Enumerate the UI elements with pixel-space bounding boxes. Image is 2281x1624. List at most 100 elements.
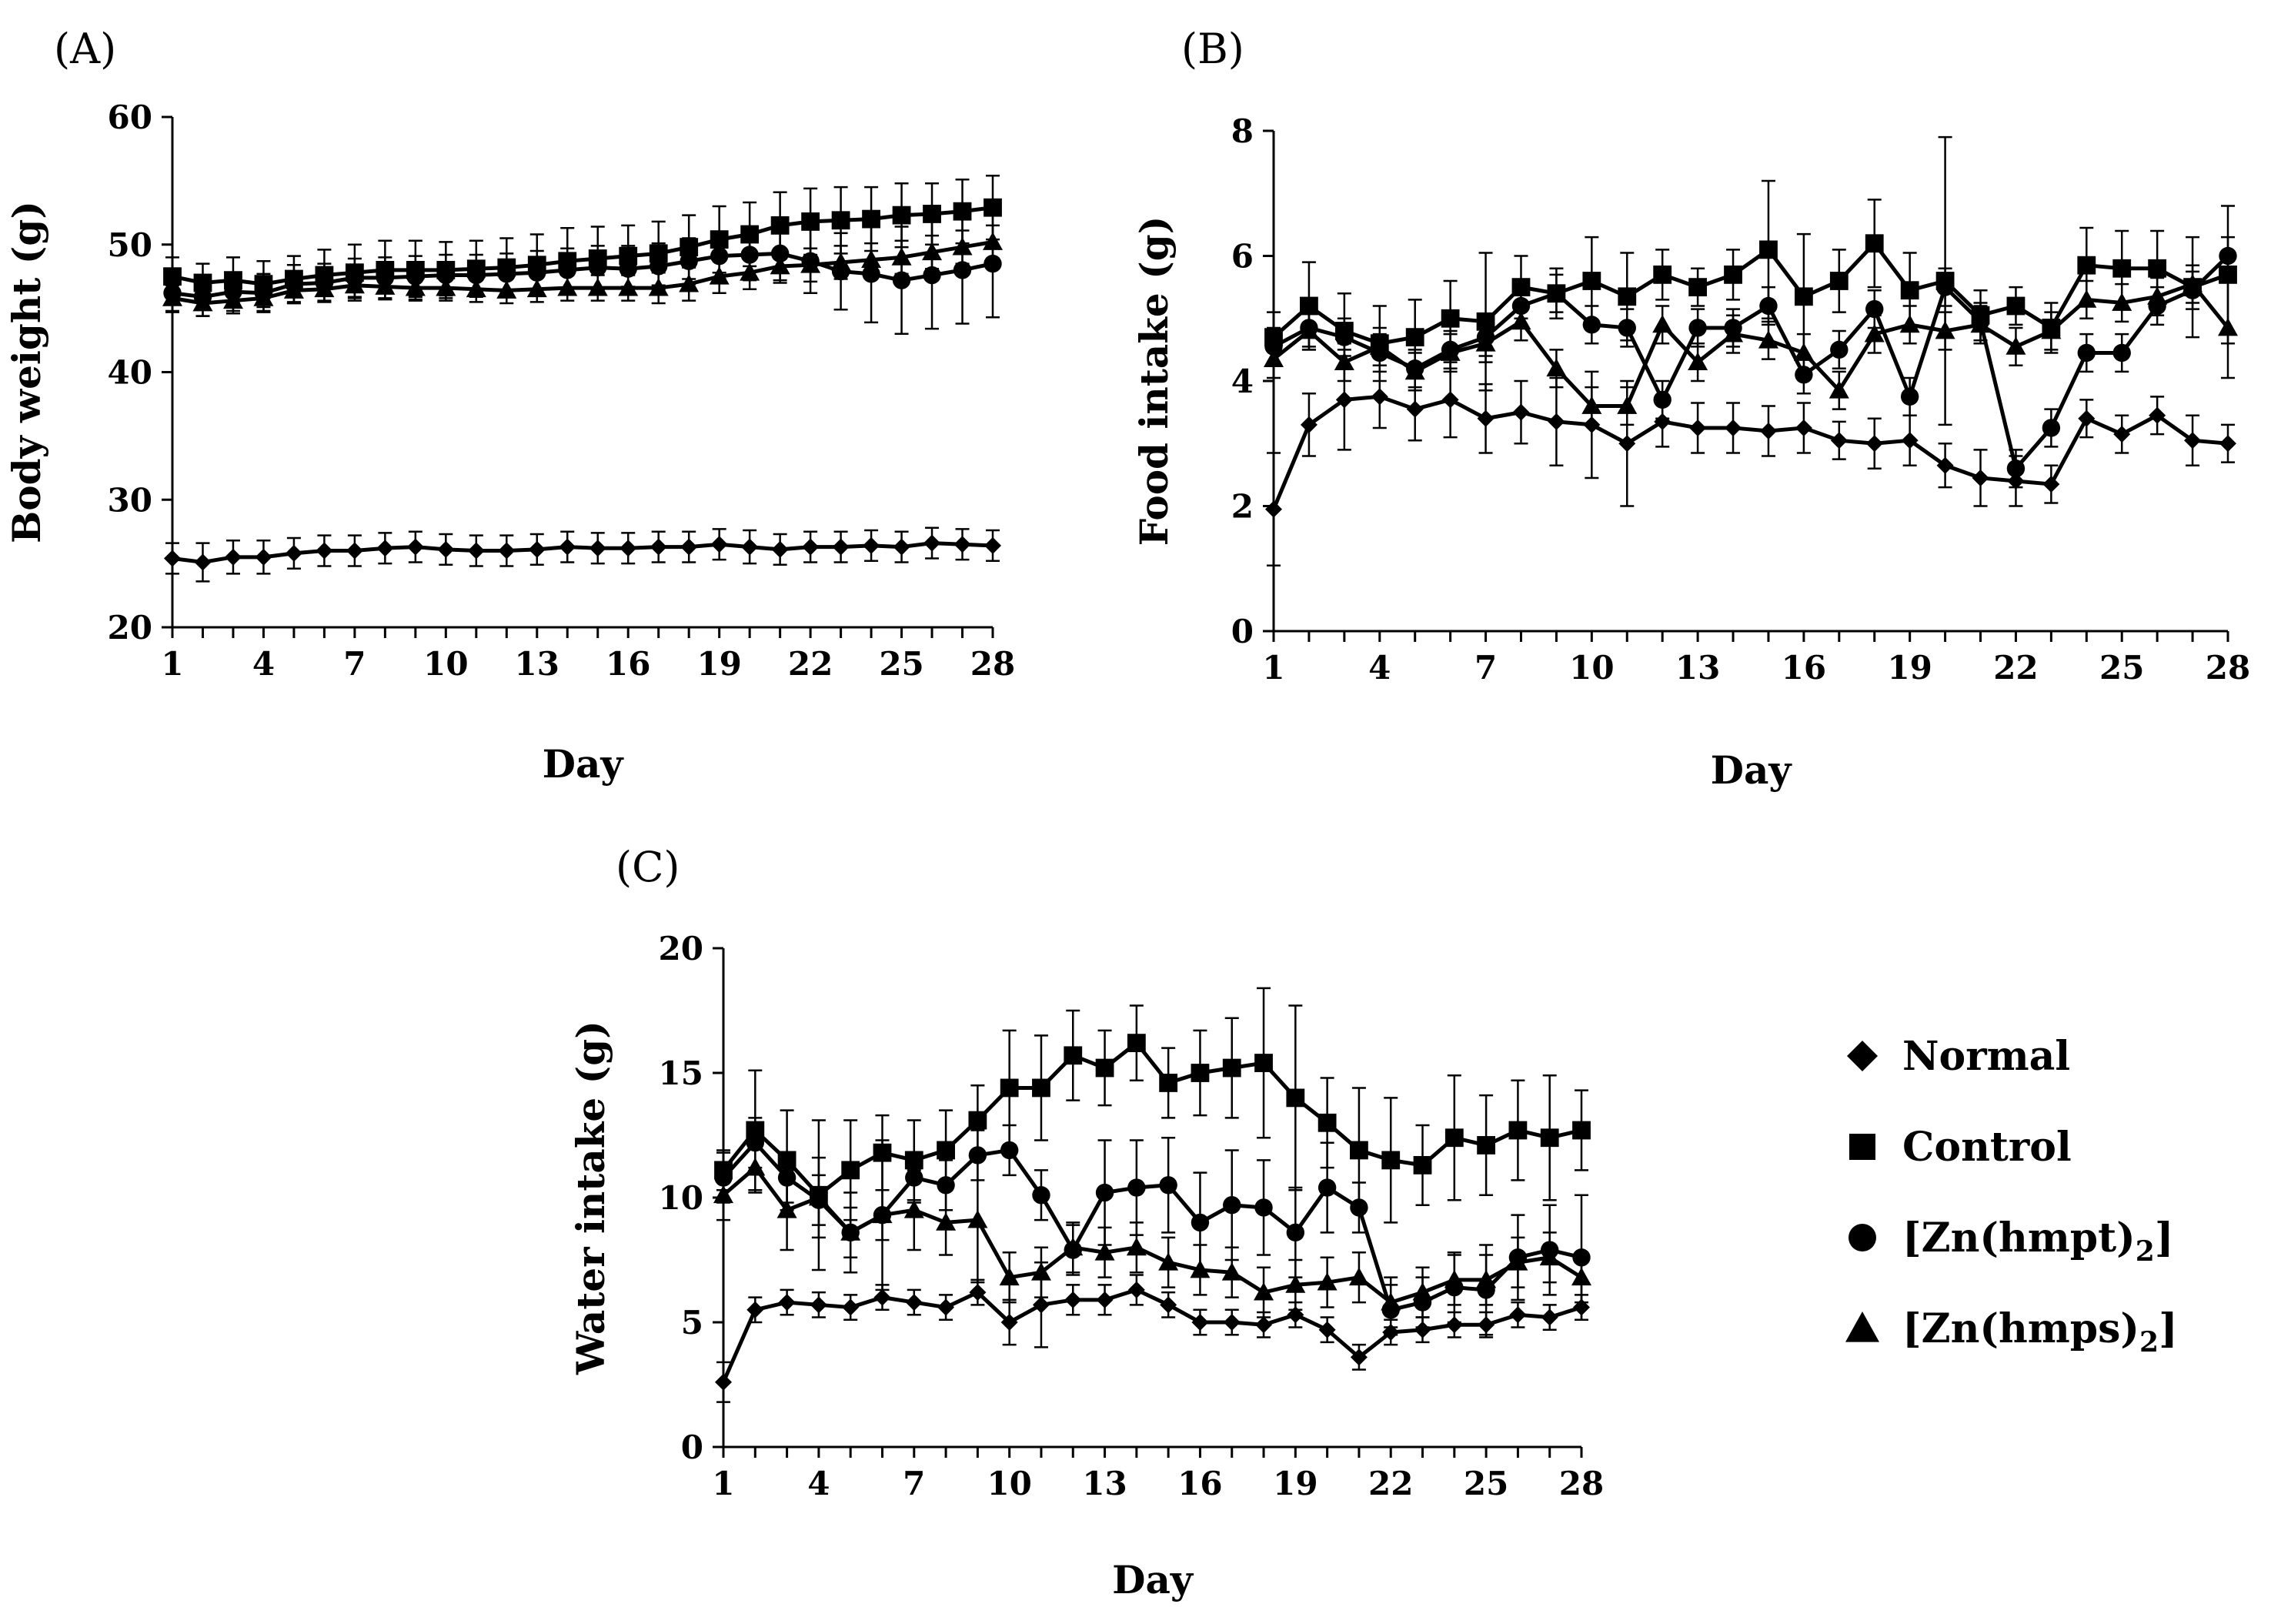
x-tick-label: 7 [903,1465,925,1502]
series-triangle [1264,264,2238,426]
x-tick-label: 1 [1262,649,1284,687]
legend-label-text: [Zn(hmpt) [1902,1215,2136,1261]
data-point [222,290,243,309]
data-point [285,544,302,562]
data-point [1653,265,1672,284]
data-point [969,1284,987,1302]
data-point [1381,1292,1401,1311]
data-point [1348,1267,1369,1286]
x-axis-title: Day [543,741,625,787]
data-point [1723,324,1744,343]
data-point [1095,1183,1114,1202]
panel-b-food-intake: (B) 0 2 4 6 8 1 4 7 10 13 16 19 22 25 28 Day Food intake … [1131,25,2250,793]
data-point [1511,311,1531,330]
data-point [808,1188,829,1206]
data-point [680,252,698,270]
data-point [1618,287,1637,306]
data-point [1159,1074,1178,1092]
data-point [1972,469,1989,486]
series-line [1272,254,2229,471]
legend-label-close: ] [2155,1215,2174,1261]
x-tick-label: 28 [1559,1465,1604,1502]
series-triangle [713,1139,1591,1328]
data-point [1512,403,1530,421]
data-point [892,271,911,289]
data-point [715,1373,732,1391]
data-point [801,212,820,231]
legend-marker-diamond [1847,1041,1878,1071]
data-point [1032,1186,1050,1205]
data-point [376,540,394,557]
data-point [1864,324,1885,343]
data-point [2076,289,2097,308]
data-point [1654,413,1672,430]
data-point [1285,1275,1306,1293]
y-axis-title: Body weight (g) [4,201,49,543]
data-point [1032,1078,1050,1098]
data-point [344,275,365,294]
data-point [1318,1178,1337,1197]
data-point [375,276,396,295]
x-tick-label: 22 [1993,649,2038,687]
x-tick-label: 22 [788,645,833,683]
data-point [770,256,790,275]
data-point [1540,1128,1559,1148]
data-point [1300,416,1318,433]
data-point [771,540,789,558]
data-point [1350,1348,1368,1366]
y-axis-title: Water intake (g) [568,1021,613,1375]
data-point [1935,321,1955,339]
data-point [1508,1121,1528,1140]
data-point [2006,296,2026,316]
data-point [526,279,547,298]
data-point [2149,406,2166,424]
data-point [1413,1155,1432,1175]
data-point [2112,292,2132,311]
data-point [1406,400,1424,418]
data-point [983,232,1003,250]
data-point [1829,272,1849,290]
data-point [648,278,669,296]
data-point [1264,349,1284,367]
data-point [923,266,941,285]
y-tick-label: 6 [1231,238,1254,276]
x-tick-label: 1 [161,645,183,683]
panel-label: (B) [1181,25,1244,73]
data-point [1404,361,1425,380]
data-point [832,538,850,556]
data-point [619,259,637,278]
legend-label-subscript: 2 [2139,1326,2159,1358]
panel-label: (C) [616,843,680,891]
data-point [922,242,943,261]
data-point [2148,259,2167,278]
data-point [192,292,213,312]
series-triangle [162,224,1003,317]
series-diamond [715,1261,1590,1403]
data-point [1440,343,1461,361]
data-point [406,538,424,556]
x-tick-label: 16 [1782,649,1826,687]
data-point [680,538,698,556]
data-point [968,1111,987,1130]
data-point [1508,1252,1528,1271]
data-point [923,205,941,223]
x-tick-label: 13 [1675,649,1720,687]
data-point [1444,1269,1464,1288]
data-point [1689,419,1707,436]
data-point [903,1200,924,1218]
data-point [800,255,821,273]
data-point [1794,287,1813,306]
data-point [842,1298,860,1316]
data-point [1572,1121,1591,1140]
data-point [467,542,485,560]
data-point [863,536,880,554]
series-line [722,1165,1583,1305]
x-tick-label: 13 [515,645,559,683]
series-line [172,239,994,306]
data-point [162,288,182,306]
x-tick-label: 16 [1177,1465,1222,1502]
x-tick-label: 19 [1887,649,1932,687]
data-point [952,237,973,256]
data-point [1350,1198,1368,1217]
data-point [1475,333,1496,352]
